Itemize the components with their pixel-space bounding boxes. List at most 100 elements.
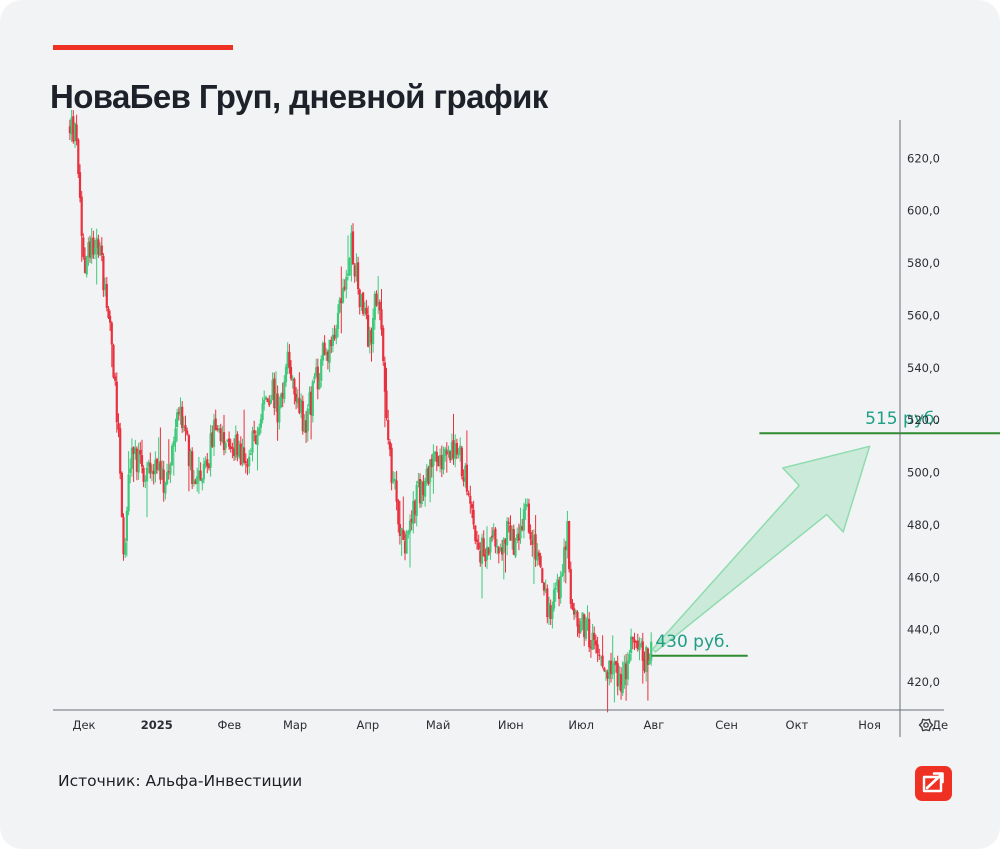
candle-body-172 bbox=[357, 262, 360, 290]
candle-body-257 bbox=[499, 548, 502, 552]
candle-body-294 bbox=[561, 572, 564, 576]
candle-body-208 bbox=[417, 480, 420, 484]
candle-body-54 bbox=[159, 461, 162, 480]
x-tick-label: Мар bbox=[283, 718, 307, 732]
candle-body-137 bbox=[298, 398, 301, 413]
candle-body-255 bbox=[496, 545, 499, 548]
candle-body-303 bbox=[576, 611, 579, 627]
candle-body-214 bbox=[427, 467, 430, 484]
candle-body-296 bbox=[564, 546, 567, 550]
candle-body-21 bbox=[104, 284, 107, 290]
candle-body-198 bbox=[400, 528, 403, 535]
alfa-investments-logo-icon bbox=[915, 766, 952, 801]
candle-body-168 bbox=[350, 232, 353, 258]
candle-body-225 bbox=[445, 450, 448, 455]
candle-body-179 bbox=[368, 329, 371, 346]
candle-body-285 bbox=[546, 588, 549, 618]
candle-body-6 bbox=[78, 172, 82, 198]
candle-body-42 bbox=[139, 449, 142, 455]
candle-body-239 bbox=[469, 495, 472, 504]
candle-body-316 bbox=[598, 654, 601, 657]
candle-body-157 bbox=[331, 334, 334, 346]
candle-body-195 bbox=[395, 480, 398, 502]
candle-body-331 bbox=[623, 662, 626, 685]
candle-body-209 bbox=[418, 479, 422, 504]
annotations-layer: 430 руб. 515 руб. bbox=[651, 409, 1000, 657]
candle-body-175 bbox=[362, 292, 365, 314]
candle-body-173 bbox=[358, 289, 361, 307]
candle-body-315 bbox=[596, 644, 599, 654]
candle-body-347 bbox=[650, 641, 653, 661]
y-tick-label: 580,0 bbox=[907, 256, 940, 270]
candle-body-266 bbox=[514, 541, 517, 557]
candle-body-103 bbox=[241, 447, 244, 463]
candle-body-313 bbox=[593, 632, 596, 640]
target-arrow bbox=[651, 445, 871, 653]
candle-body-186 bbox=[380, 309, 383, 330]
candle-body-112 bbox=[256, 435, 259, 446]
candle-body-189 bbox=[385, 390, 388, 418]
candle-body-278 bbox=[534, 534, 537, 560]
candle-body-336 bbox=[631, 637, 634, 640]
candle-body-58 bbox=[166, 472, 169, 485]
candle-body-92 bbox=[222, 432, 226, 450]
candle-body-248 bbox=[484, 554, 487, 562]
candle-body-240 bbox=[470, 504, 474, 509]
candle-body-197 bbox=[398, 524, 401, 536]
candle-body-143 bbox=[308, 392, 311, 407]
candle-body-99 bbox=[234, 435, 237, 458]
candle-body-273 bbox=[526, 504, 529, 506]
candle-body-150 bbox=[320, 359, 323, 381]
candle-body-148 bbox=[316, 366, 319, 390]
candle-body-80 bbox=[202, 463, 205, 480]
candle-body-217 bbox=[432, 453, 435, 466]
candle-body-90 bbox=[219, 428, 222, 442]
candle-body-26 bbox=[112, 344, 115, 378]
candle-body-282 bbox=[541, 568, 544, 583]
candle-body-65 bbox=[177, 411, 180, 414]
candle-body-319 bbox=[603, 667, 606, 671]
candle-body-178 bbox=[367, 314, 370, 347]
candle-body-260 bbox=[504, 539, 507, 544]
candle-body-57 bbox=[164, 482, 167, 494]
candle-body-310 bbox=[588, 619, 591, 648]
y-tick-label: 600,0 bbox=[907, 204, 940, 218]
candle-body-200 bbox=[403, 541, 407, 554]
candle-body-44 bbox=[142, 468, 145, 482]
candle-body-132 bbox=[289, 367, 293, 379]
candle-body-307 bbox=[583, 614, 586, 638]
gear-icon[interactable] bbox=[918, 718, 934, 732]
candle-body-83 bbox=[207, 466, 211, 469]
candle-body-13 bbox=[90, 238, 93, 259]
candle-body-154 bbox=[326, 351, 329, 361]
candle-body-289 bbox=[552, 589, 556, 609]
candle-body-31 bbox=[120, 472, 123, 518]
candle-body-10 bbox=[85, 255, 88, 275]
candle-body-153 bbox=[325, 352, 328, 355]
candle-body-119 bbox=[268, 401, 271, 406]
candle-body-124 bbox=[276, 393, 279, 423]
candle-body-97 bbox=[231, 447, 234, 449]
candle-body-218 bbox=[434, 451, 437, 455]
candle-body-233 bbox=[459, 445, 462, 455]
candle-body-11 bbox=[87, 242, 90, 257]
candle-body-69 bbox=[184, 425, 187, 432]
candle-body-184 bbox=[377, 302, 380, 305]
candle-body-66 bbox=[179, 406, 182, 416]
candle-body-246 bbox=[480, 537, 484, 564]
candle-body-244 bbox=[477, 542, 480, 550]
candle-body-176 bbox=[363, 307, 366, 314]
candle-body-229 bbox=[452, 440, 455, 459]
x-tick-label: Ноя bbox=[858, 718, 881, 732]
candle-body-263 bbox=[509, 525, 512, 541]
candle-body-123 bbox=[274, 393, 278, 408]
candle-body-7 bbox=[80, 196, 83, 236]
candle-body-82 bbox=[206, 459, 209, 467]
candle-body-15 bbox=[94, 248, 97, 254]
candle-body-207 bbox=[415, 484, 418, 516]
candle-body-161 bbox=[338, 299, 341, 313]
candle-body-232 bbox=[457, 453, 460, 456]
candle-body-159 bbox=[335, 328, 338, 339]
candle-body-183 bbox=[375, 293, 378, 306]
candle-body-271 bbox=[522, 509, 525, 531]
